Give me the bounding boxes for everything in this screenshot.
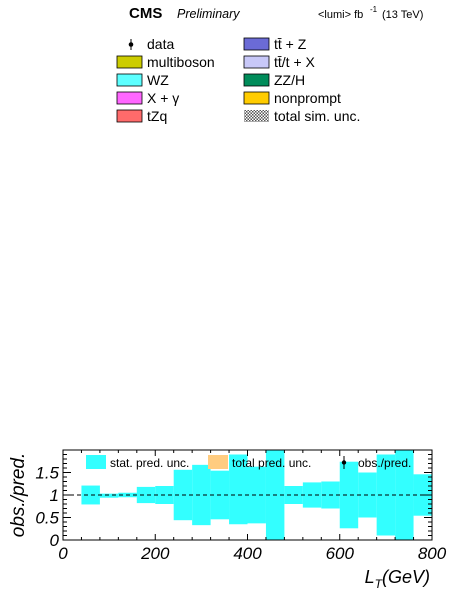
stat-unc-band-bin-9 <box>247 466 266 524</box>
legend-swatch-wz <box>116 73 143 87</box>
ratio-legend-label-obs-pred: obs./pred. <box>358 456 411 470</box>
legend-swatch-tt-z <box>243 37 270 51</box>
experiment-label: CMS <box>129 5 162 22</box>
legend-label-tt-t-x: tt̄/t + X <box>274 54 316 70</box>
legend-swatch-nonprompt <box>243 91 270 105</box>
legend-top: data tt̄ + Z multiboson tt̄/t + X WZ ZZ/H X + … <box>116 36 360 124</box>
legend-swatch-multiboson <box>116 55 143 69</box>
legend-label-tzq: tZq <box>147 108 167 124</box>
legend-label-nonprompt: nonprompt <box>274 90 341 106</box>
stat-unc-band-bin-14 <box>339 461 359 529</box>
status-label: Preliminary <box>177 7 240 21</box>
legend-label-multiboson: multiboson <box>147 54 215 70</box>
legend-marker-dot-data <box>128 42 134 47</box>
y-tick-label: 1.5 <box>35 464 59 483</box>
stat-unc-band-bin-0 <box>81 485 100 505</box>
ratio-legend-marker-dot <box>341 460 347 465</box>
stat-unc-band-bin-8 <box>229 454 248 525</box>
ratio-legend-label-stat-pred-unc: stat. pred. unc. <box>110 456 189 470</box>
legend-label-wz: WZ <box>147 72 169 88</box>
legend-swatch-total-sim-unc <box>244 110 269 122</box>
y-tick-label: 1 <box>50 486 59 505</box>
stat-unc-band-bin-3 <box>136 486 156 504</box>
x-tick-label: 200 <box>140 544 170 563</box>
y-tick-label: 0.5 <box>35 509 59 528</box>
ratio-legend-swatch-stat-pred-unc <box>86 455 106 469</box>
axis-ticks: 0 200 400 600 800 0 0.5 1 1.5 <box>35 449 447 563</box>
stat-unc-band-bin-11 <box>284 486 303 504</box>
x-tick-label: 800 <box>418 544 447 563</box>
legend-label-x: X + γ <box>147 90 179 106</box>
lumi-exponent: -1 <box>370 5 378 14</box>
legend-swatch-zz-h <box>243 73 270 87</box>
stat-unc-band-bin-12 <box>302 482 322 508</box>
stat-unc-band-bin-17 <box>395 450 414 540</box>
legend-label-zz-h: ZZ/H <box>274 72 305 88</box>
x-tick-label: 400 <box>233 544 262 563</box>
legend-label-total-sim-unc: total sim. unc. <box>274 108 360 124</box>
ratio-legend: stat. pred. unc. total pred. unc. obs./pre… <box>86 455 411 470</box>
ratio-legend-swatch-total-pred-unc <box>208 455 228 469</box>
x-tick-label: 600 <box>326 544 355 563</box>
x-tick-label: 0 <box>58 544 68 563</box>
ratio-legend-label-total-pred-unc: total pred. unc. <box>232 456 311 470</box>
stat-unc-band-bin-1 <box>99 493 119 498</box>
legend-label-data: data <box>147 36 174 52</box>
legend-swatch-tzq <box>116 109 143 123</box>
ratio-panel: 0 200 400 600 800 0 0.5 1 1.5 stat. pred. unc. to… <box>35 449 447 563</box>
y-tick-label: 0 <box>50 531 60 550</box>
x-axis-label: LT(GeV) <box>365 567 430 591</box>
lumi-label: <lumi> fb <box>318 9 363 21</box>
legend-swatch-tt-t-x <box>243 55 270 69</box>
energy-label: (13 TeV) <box>382 9 423 21</box>
legend-swatch-x <box>116 91 143 105</box>
legend-label-tt-z: tt̄ + Z <box>274 36 307 52</box>
stat-unc-band-bin-6 <box>192 464 211 526</box>
y-axis-label: obs./pred. <box>8 453 29 538</box>
